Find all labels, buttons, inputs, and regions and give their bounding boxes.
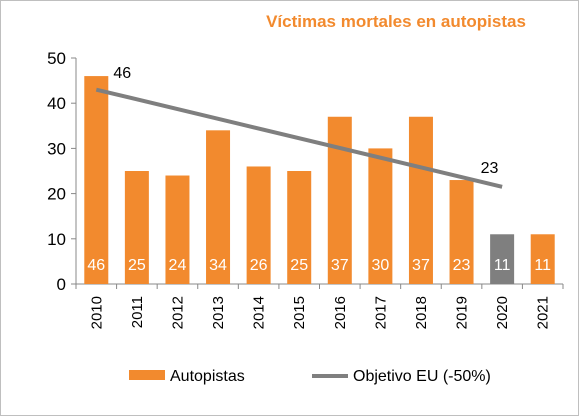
bar-2020 [490,234,515,284]
x-tick-label: 2017 [372,296,389,329]
bar-data-label-2018: 37 [412,257,430,274]
x-tick-label: 2010 [88,296,105,329]
chart-title: Víctimas mortales en autopistas [266,12,526,31]
legend-label-objetivo: Objetivo EU (-50%) [353,368,491,385]
legend-swatch-autopistas [129,370,165,380]
bar-2015 [287,171,312,284]
x-tick-label: 2011 [129,296,146,328]
bar-2019 [449,180,474,284]
bar-2011 [124,171,149,284]
bar-data-label-2010: 46 [87,257,105,274]
bar-data-labels: 46 25 24 34 26 25 37 30 37 23 11 11 [87,257,551,274]
y-tick-label: 40 [47,94,66,113]
y-axis: 0 10 20 30 40 50 [47,49,77,294]
bar-data-label-2019: 23 [453,257,471,274]
legend: Autopistas Objetivo EU (-50%) [129,368,491,385]
annotations: 46 23 [113,65,498,177]
x-tick-label: 2012 [169,296,186,329]
bar-data-label-2021: 11 [534,257,551,274]
bar-2014 [246,166,271,284]
y-tick-label: 0 [57,275,66,294]
bar-2018 [408,116,433,284]
trend-line-series [95,87,503,189]
y-tick-label: 10 [47,230,66,249]
x-tick-label: 2018 [413,296,430,329]
legend-label-autopistas: Autopistas [170,368,245,385]
bar-data-label-2013: 34 [209,257,227,274]
x-tick-label: 2019 [454,296,471,329]
bar-2021 [530,234,555,284]
bar-data-label-2016: 37 [331,257,349,274]
bar-data-label-2014: 26 [250,257,268,274]
y-tick-label: 50 [47,49,66,68]
trend-line [95,87,503,189]
bar-data-label-2015: 25 [290,257,308,274]
y-tick-label: 30 [47,139,66,158]
bar-2012 [165,175,190,284]
x-tick-label: 2020 [494,296,511,329]
x-tick-label: 2021 [535,296,552,329]
x-axis: 2010 2011 2012 2013 2014 2015 2016 2017 2018 2019… [75,283,564,329]
bar-2017 [368,148,393,284]
annotation-2010: 46 [113,65,131,82]
bar-data-label-2012: 24 [169,257,187,274]
bar-series [84,76,555,284]
annotation-2019: 23 [481,160,499,177]
x-tick-label: 2016 [332,296,349,329]
y-tick-label: 20 [47,185,66,204]
bar-2010 [84,76,109,284]
x-tick-label: 2013 [210,296,227,329]
bar-2013 [206,130,231,284]
bar-data-label-2017: 30 [371,257,389,274]
bar-data-label-2020: 11 [494,257,511,274]
x-tick-label: 2014 [251,296,268,329]
x-tick-label: 2015 [291,296,308,329]
bar-data-label-2011: 25 [128,257,146,274]
